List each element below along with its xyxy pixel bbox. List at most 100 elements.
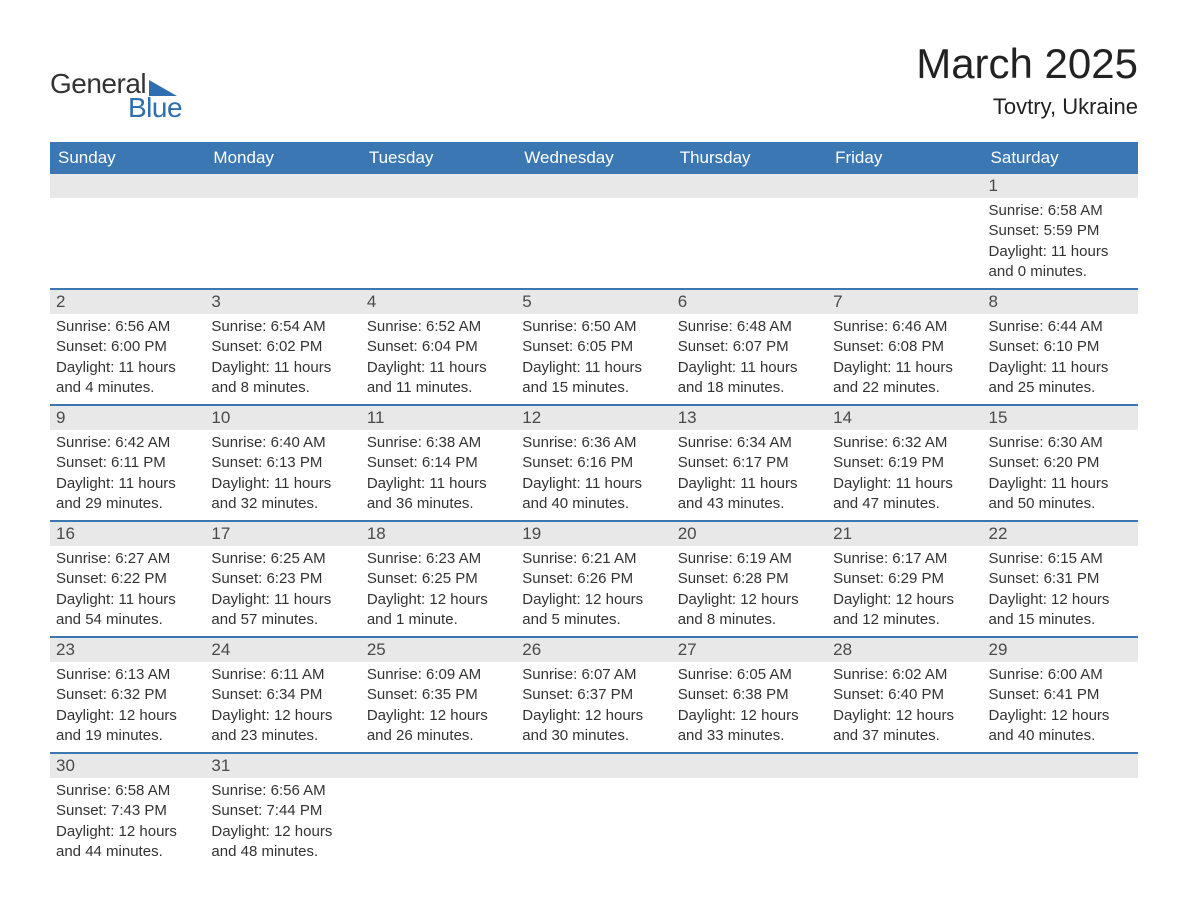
day-details: Sunrise: 6:30 AMSunset: 6:20 PMDaylight:… [983,430,1138,520]
sunset-text: Sunset: 6:25 PM [367,569,510,589]
day-details: Sunrise: 6:15 AMSunset: 6:31 PMDaylight:… [983,546,1138,636]
calendar-cell: 29Sunrise: 6:00 AMSunset: 6:41 PMDayligh… [983,637,1138,753]
day-number [672,174,827,198]
sunrise-text: Sunrise: 6:17 AM [833,549,976,569]
calendar-cell: 1Sunrise: 6:58 AMSunset: 5:59 PMDaylight… [983,174,1138,289]
day-details: Sunrise: 6:38 AMSunset: 6:14 PMDaylight:… [361,430,516,520]
logo-text-blue: Blue [128,92,182,124]
day-number: 22 [983,522,1138,546]
daylight-text: Daylight: 11 hours and 4 minutes. [56,358,199,399]
day-number: 7 [827,290,982,314]
daylight-text: Daylight: 11 hours and 57 minutes. [211,590,354,631]
sunrise-text: Sunrise: 6:46 AM [833,317,976,337]
sunrise-text: Sunrise: 6:52 AM [367,317,510,337]
sunset-text: Sunset: 6:29 PM [833,569,976,589]
day-details: Sunrise: 6:32 AMSunset: 6:19 PMDaylight:… [827,430,982,520]
day-number: 4 [361,290,516,314]
day-details: Sunrise: 6:34 AMSunset: 6:17 PMDaylight:… [672,430,827,520]
daylight-text: Daylight: 12 hours and 48 minutes. [211,822,354,863]
day-number: 11 [361,406,516,430]
sunset-text: Sunset: 6:02 PM [211,337,354,357]
calendar-cell: 3Sunrise: 6:54 AMSunset: 6:02 PMDaylight… [205,289,360,405]
day-details: Sunrise: 6:46 AMSunset: 6:08 PMDaylight:… [827,314,982,404]
sunset-text: Sunset: 6:16 PM [522,453,665,473]
daylight-text: Daylight: 12 hours and 44 minutes. [56,822,199,863]
sunset-text: Sunset: 6:07 PM [678,337,821,357]
day-number: 29 [983,638,1138,662]
daylight-text: Daylight: 11 hours and 11 minutes. [367,358,510,399]
sunrise-text: Sunrise: 6:23 AM [367,549,510,569]
sunset-text: Sunset: 7:44 PM [211,801,354,821]
day-number: 13 [672,406,827,430]
sunset-text: Sunset: 6:41 PM [989,685,1132,705]
col-friday: Friday [827,142,982,174]
calendar-cell: 6Sunrise: 6:48 AMSunset: 6:07 PMDaylight… [672,289,827,405]
day-details [672,198,827,270]
day-details [361,198,516,270]
daylight-text: Daylight: 11 hours and 0 minutes. [989,242,1132,283]
calendar-cell: 25Sunrise: 6:09 AMSunset: 6:35 PMDayligh… [361,637,516,753]
calendar-cell: 15Sunrise: 6:30 AMSunset: 6:20 PMDayligh… [983,405,1138,521]
sunrise-text: Sunrise: 6:19 AM [678,549,821,569]
calendar-cell: 13Sunrise: 6:34 AMSunset: 6:17 PMDayligh… [672,405,827,521]
calendar-cell: 5Sunrise: 6:50 AMSunset: 6:05 PMDaylight… [516,289,671,405]
calendar-cell: 10Sunrise: 6:40 AMSunset: 6:13 PMDayligh… [205,405,360,521]
sunset-text: Sunset: 7:43 PM [56,801,199,821]
day-details: Sunrise: 6:02 AMSunset: 6:40 PMDaylight:… [827,662,982,752]
month-title: March 2025 [916,40,1138,88]
daylight-text: Daylight: 12 hours and 37 minutes. [833,706,976,747]
daylight-text: Daylight: 12 hours and 30 minutes. [522,706,665,747]
day-details: Sunrise: 6:25 AMSunset: 6:23 PMDaylight:… [205,546,360,636]
calendar-week-row: 30Sunrise: 6:58 AMSunset: 7:43 PMDayligh… [50,753,1138,868]
daylight-text: Daylight: 11 hours and 22 minutes. [833,358,976,399]
calendar-week-row: 9Sunrise: 6:42 AMSunset: 6:11 PMDaylight… [50,405,1138,521]
daylight-text: Daylight: 12 hours and 1 minute. [367,590,510,631]
day-details: Sunrise: 6:27 AMSunset: 6:22 PMDaylight:… [50,546,205,636]
sunset-text: Sunset: 6:20 PM [989,453,1132,473]
daylight-text: Daylight: 11 hours and 25 minutes. [989,358,1132,399]
calendar-cell [516,174,671,289]
calendar-cell: 20Sunrise: 6:19 AMSunset: 6:28 PMDayligh… [672,521,827,637]
daylight-text: Daylight: 11 hours and 29 minutes. [56,474,199,515]
day-details: Sunrise: 6:07 AMSunset: 6:37 PMDaylight:… [516,662,671,752]
sunrise-text: Sunrise: 6:07 AM [522,665,665,685]
calendar-cell: 7Sunrise: 6:46 AMSunset: 6:08 PMDaylight… [827,289,982,405]
calendar-cell: 9Sunrise: 6:42 AMSunset: 6:11 PMDaylight… [50,405,205,521]
day-details [983,778,1138,850]
day-number [827,174,982,198]
calendar-cell: 2Sunrise: 6:56 AMSunset: 6:00 PMDaylight… [50,289,205,405]
day-details: Sunrise: 6:09 AMSunset: 6:35 PMDaylight:… [361,662,516,752]
day-details: Sunrise: 6:58 AMSunset: 7:43 PMDaylight:… [50,778,205,868]
sunset-text: Sunset: 6:00 PM [56,337,199,357]
sunset-text: Sunset: 6:22 PM [56,569,199,589]
sunrise-text: Sunrise: 6:05 AM [678,665,821,685]
day-number: 30 [50,754,205,778]
day-details [827,778,982,850]
day-details: Sunrise: 6:17 AMSunset: 6:29 PMDaylight:… [827,546,982,636]
daylight-text: Daylight: 11 hours and 40 minutes. [522,474,665,515]
day-details: Sunrise: 6:05 AMSunset: 6:38 PMDaylight:… [672,662,827,752]
sunset-text: Sunset: 6:14 PM [367,453,510,473]
sunrise-text: Sunrise: 6:21 AM [522,549,665,569]
sunrise-text: Sunrise: 6:11 AM [211,665,354,685]
sunrise-text: Sunrise: 6:13 AM [56,665,199,685]
day-details: Sunrise: 6:52 AMSunset: 6:04 PMDaylight:… [361,314,516,404]
location-label: Tovtry, Ukraine [916,94,1138,120]
sunrise-text: Sunrise: 6:54 AM [211,317,354,337]
sunrise-text: Sunrise: 6:02 AM [833,665,976,685]
day-number: 14 [827,406,982,430]
calendar-cell [827,753,982,868]
sunrise-text: Sunrise: 6:58 AM [989,201,1132,221]
calendar-cell: 19Sunrise: 6:21 AMSunset: 6:26 PMDayligh… [516,521,671,637]
day-details: Sunrise: 6:58 AMSunset: 5:59 PMDaylight:… [983,198,1138,288]
day-number: 31 [205,754,360,778]
calendar-week-row: 1Sunrise: 6:58 AMSunset: 5:59 PMDaylight… [50,174,1138,289]
daylight-text: Daylight: 12 hours and 33 minutes. [678,706,821,747]
day-details [361,778,516,850]
day-number: 6 [672,290,827,314]
sunrise-text: Sunrise: 6:25 AM [211,549,354,569]
title-block: March 2025 Tovtry, Ukraine [916,40,1138,120]
calendar-cell: 21Sunrise: 6:17 AMSunset: 6:29 PMDayligh… [827,521,982,637]
daylight-text: Daylight: 12 hours and 8 minutes. [678,590,821,631]
sunrise-text: Sunrise: 6:00 AM [989,665,1132,685]
